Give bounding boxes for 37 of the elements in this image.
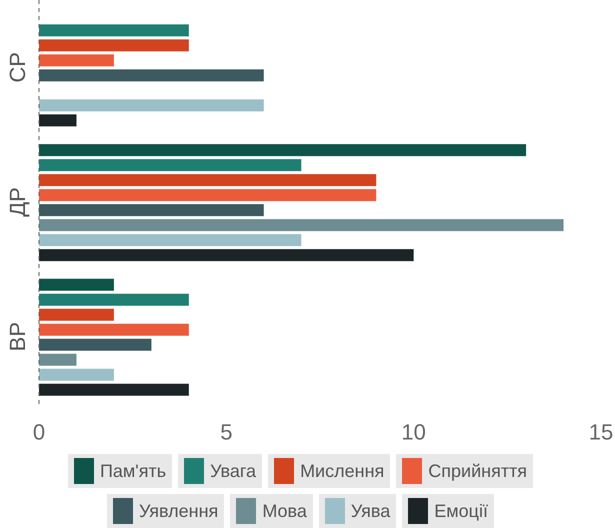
legend-label: Сприйняття	[396, 454, 534, 488]
bar	[39, 338, 152, 351]
bar	[39, 219, 564, 232]
bar	[39, 249, 414, 262]
legend-label: Мова	[230, 494, 313, 528]
legend-label: Мислення	[268, 454, 390, 488]
bar	[39, 159, 302, 172]
legend-label: Уява	[318, 494, 396, 528]
bar	[39, 384, 189, 396]
bar	[39, 114, 76, 126]
legend-label: Пам'ять	[68, 454, 172, 488]
bar	[39, 39, 189, 52]
x-tick-label: 15	[588, 420, 614, 445]
legend-label: Увага	[178, 454, 262, 488]
bar	[39, 368, 114, 381]
bar	[39, 99, 264, 112]
bar	[39, 69, 264, 82]
bar	[39, 24, 189, 36]
bar	[39, 204, 264, 216]
bar	[39, 234, 302, 246]
bar	[39, 308, 114, 321]
bar	[39, 278, 114, 291]
legend-label: Уявлення	[107, 494, 224, 528]
y-tick-label: ВР	[5, 322, 30, 352]
bar	[39, 294, 189, 306]
bar	[39, 174, 376, 186]
y-tick-label: СР	[5, 52, 30, 83]
bar	[39, 324, 189, 336]
legend-label: Емоції	[402, 494, 494, 528]
bar	[39, 189, 376, 202]
bar	[39, 144, 526, 156]
bar	[39, 354, 76, 366]
y-tick-label: ДР	[5, 187, 30, 217]
x-tick-label: 5	[220, 420, 232, 445]
bar	[39, 54, 114, 66]
x-tick-label: 10	[401, 420, 426, 445]
x-tick-label: 0	[32, 420, 46, 445]
